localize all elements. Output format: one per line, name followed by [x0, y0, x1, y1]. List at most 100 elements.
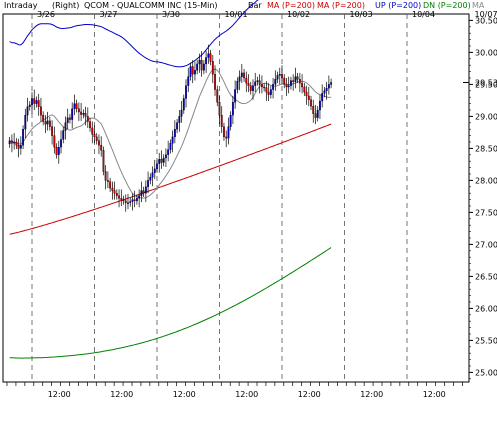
- header-scale: (Right): [52, 1, 79, 10]
- candle-body: [257, 81, 259, 82]
- candle-body: [270, 90, 272, 95]
- candle-body: [310, 100, 312, 106]
- candle-body: [179, 116, 181, 122]
- candle-body: [254, 82, 256, 86]
- candle-body: [326, 88, 328, 91]
- candle-body: [261, 84, 263, 87]
- candle-body: [203, 64, 205, 70]
- date-label: 10/02: [287, 10, 310, 19]
- y-tick-label: 27.00: [475, 240, 497, 249]
- header-interval: (15-Min): [184, 1, 218, 10]
- header-symbol: QCOM - QUALCOMM INC: [84, 1, 182, 10]
- candle-body: [127, 203, 129, 204]
- candle-body: [69, 118, 71, 120]
- candle-body: [275, 79, 277, 84]
- candle-body: [315, 114, 317, 118]
- candle-body: [27, 107, 29, 115]
- candle-body: [201, 60, 203, 70]
- candle-body: [76, 104, 78, 109]
- candle-body: [299, 79, 301, 83]
- candle-body: [45, 122, 47, 125]
- candle-body: [286, 84, 288, 87]
- candle-body: [252, 86, 254, 91]
- candle-body: [283, 78, 285, 84]
- candle-body: [210, 54, 212, 62]
- date-label: 10/04: [412, 10, 435, 19]
- candle-body: [187, 77, 189, 86]
- candle-body: [312, 106, 314, 114]
- candle-body: [290, 81, 292, 86]
- candle-body: [87, 116, 89, 121]
- candle-body: [36, 100, 38, 103]
- candle-body: [112, 188, 114, 191]
- candle-body: [152, 173, 154, 177]
- candle-body: [71, 109, 73, 120]
- candle-body: [288, 86, 290, 87]
- time-label: 12:00: [173, 390, 196, 399]
- candle-body: [89, 122, 91, 128]
- candle-body: [161, 159, 163, 162]
- candle-body: [103, 150, 105, 171]
- candle-body: [295, 77, 297, 82]
- time-label: 12:00: [48, 390, 71, 399]
- candle-body: [67, 118, 69, 123]
- candle-body: [74, 104, 76, 109]
- candle-body: [228, 127, 230, 139]
- candle-body: [328, 84, 330, 88]
- candle-body: [230, 115, 232, 127]
- candle-body: [306, 92, 308, 96]
- candle-body: [132, 200, 134, 202]
- candle-body: [196, 64, 198, 70]
- candle-body: [167, 150, 169, 155]
- candle-body: [272, 84, 274, 89]
- candle-body: [172, 137, 174, 143]
- candle-body: [80, 112, 82, 115]
- candle-body: [330, 82, 332, 84]
- candle-body: [78, 109, 80, 112]
- candle-body: [62, 130, 64, 139]
- candle-body: [208, 54, 210, 58]
- candle-body: [225, 137, 227, 138]
- candle-body: [183, 98, 185, 110]
- candle-body: [277, 75, 279, 79]
- candle-body: [125, 201, 127, 203]
- candle-body: [304, 87, 306, 92]
- candle-body: [96, 137, 98, 141]
- candle-body: [16, 142, 18, 145]
- candle-body: [136, 198, 138, 201]
- time-label: 12:00: [235, 390, 258, 399]
- candle-body: [219, 102, 221, 115]
- candle-body: [143, 191, 145, 194]
- candle-body: [246, 78, 248, 83]
- y-tick-label: 25.50: [475, 336, 497, 345]
- candle-body: [199, 60, 201, 64]
- candle-body: [118, 196, 120, 199]
- candle-body: [181, 110, 183, 116]
- candle-body: [114, 191, 116, 194]
- time-label: 12:00: [360, 390, 383, 399]
- legend-entry: MA (P=200): [267, 1, 315, 10]
- candle: [103, 146, 105, 175]
- candle-body: [116, 193, 118, 196]
- header-intraday: Intraday: [4, 1, 38, 10]
- candle-body: [134, 200, 136, 201]
- candle-body: [51, 127, 53, 136]
- candle-body: [250, 86, 252, 91]
- candle-body: [147, 180, 149, 186]
- y-tick-label: 26.50: [475, 272, 497, 281]
- candle-body: [214, 74, 216, 89]
- legend-entry: MA (P=200): [317, 1, 365, 10]
- candle-body: [176, 123, 178, 129]
- candle-body: [281, 74, 283, 78]
- candle-body: [60, 139, 62, 147]
- candle-body: [185, 86, 187, 99]
- time-label: 12:00: [423, 390, 446, 399]
- candle-body: [237, 81, 239, 89]
- candle-body: [266, 88, 268, 92]
- candle-body: [165, 155, 167, 158]
- y-tick-label: 29.00: [475, 112, 497, 121]
- candle-body: [33, 98, 35, 103]
- y-tick-label: 30.00: [475, 48, 497, 57]
- candle-body: [105, 171, 107, 180]
